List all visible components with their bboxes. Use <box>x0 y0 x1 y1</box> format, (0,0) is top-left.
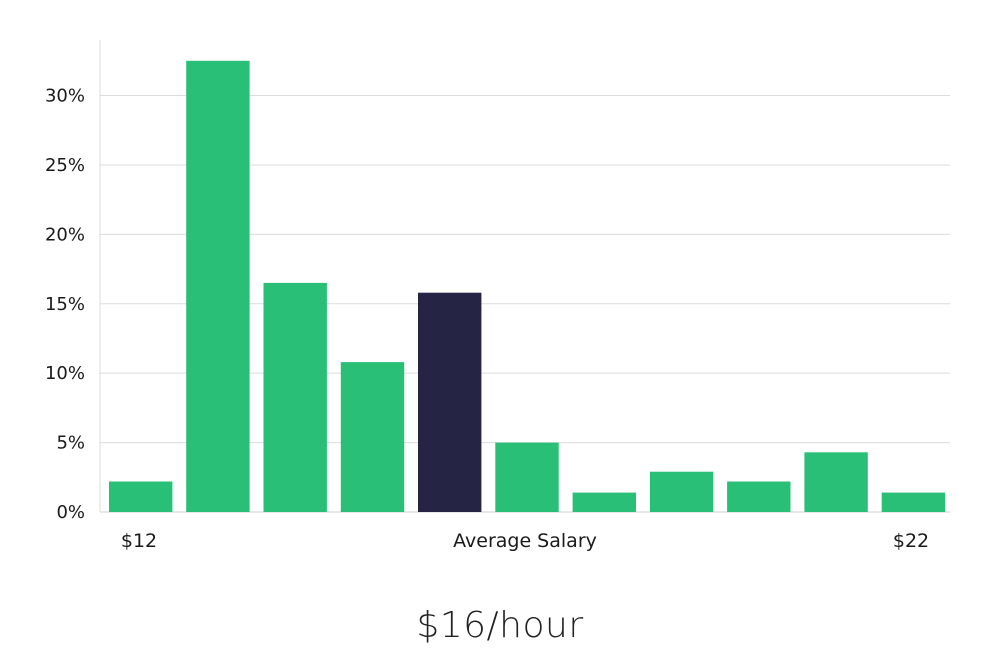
y-tick-label-30: 30% <box>45 86 85 107</box>
y-tick-label-10: 10% <box>45 363 85 384</box>
y-tick-label-0: 0% <box>56 502 85 523</box>
bar-average-salary <box>418 292 482 512</box>
x-label-max: $22 <box>893 530 929 552</box>
y-tick-label-15: 15% <box>45 294 85 315</box>
bar-10 <box>881 492 946 512</box>
bar-9 <box>804 452 868 512</box>
x-label-average-salary: Average Salary <box>453 530 597 552</box>
x-label-min: $12 <box>121 530 157 552</box>
bar-6 <box>572 492 636 512</box>
y-tick-label-5: 5% <box>56 433 85 454</box>
y-tick-labels: 0% 5% 10% 15% 20% 25% 30% <box>45 86 85 523</box>
bar-8 <box>727 481 791 512</box>
bar-3 <box>340 362 405 512</box>
y-tick-label-25: 25% <box>45 155 85 176</box>
y-tick-label-20: 20% <box>45 224 85 245</box>
bar-1 <box>186 60 250 513</box>
bars <box>109 60 946 513</box>
bar-0 <box>109 481 173 512</box>
bar-2 <box>263 282 327 512</box>
bar-7 <box>649 471 714 512</box>
salary-histogram: 0% 5% 10% 15% 20% 25% 30% $12 Average Salary $… <box>45 40 950 552</box>
average-salary-value: $16/hour <box>416 605 584 646</box>
bar-5 <box>495 442 559 512</box>
